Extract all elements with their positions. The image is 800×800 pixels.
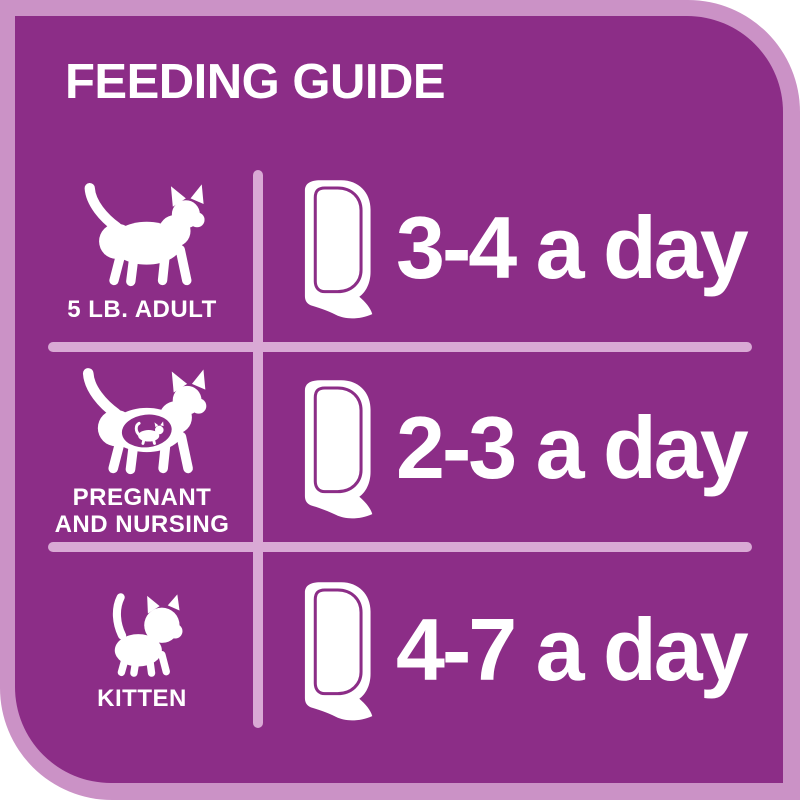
- amount-text: 2-3 a day: [396, 398, 749, 497]
- pregnant-cat-icon: [68, 358, 216, 478]
- row-divider-2: [48, 542, 752, 552]
- embryo-kitten-shape: [134, 421, 164, 445]
- category-label: 5 LB. ADULT: [67, 295, 217, 323]
- adult-cat-cell: 5 LB. ADULT: [28, 166, 256, 330]
- adult-cat-icon: [72, 173, 212, 290]
- page-title: FEEDING GUIDE: [65, 55, 446, 109]
- food-pouch-icon: [298, 177, 374, 320]
- amount-text: 3-4 a day: [396, 198, 749, 297]
- kitten-cell: KITTEN: [28, 562, 256, 738]
- row-divider-1: [48, 342, 752, 352]
- amount-text: 4-7 a day: [396, 600, 749, 699]
- purple-panel: FEEDING GUIDE: [15, 16, 783, 783]
- table-row-pregnant: PREGNANT AND NURSING 2-3 a day: [15, 358, 783, 538]
- table-row-adult: 5 LB. ADULT 3-4 a day: [15, 166, 783, 330]
- food-pouch-icon: [298, 377, 374, 520]
- category-label: KITTEN: [97, 685, 187, 713]
- pregnant-cat-cell: PREGNANT AND NURSING: [28, 358, 256, 538]
- table-row-kitten: KITTEN 4-7 a day: [15, 562, 783, 738]
- column-divider: [253, 170, 263, 728]
- food-pouch-icon: [298, 577, 374, 724]
- kitten-icon: [94, 587, 190, 679]
- category-label: PREGNANT AND NURSING: [54, 484, 230, 538]
